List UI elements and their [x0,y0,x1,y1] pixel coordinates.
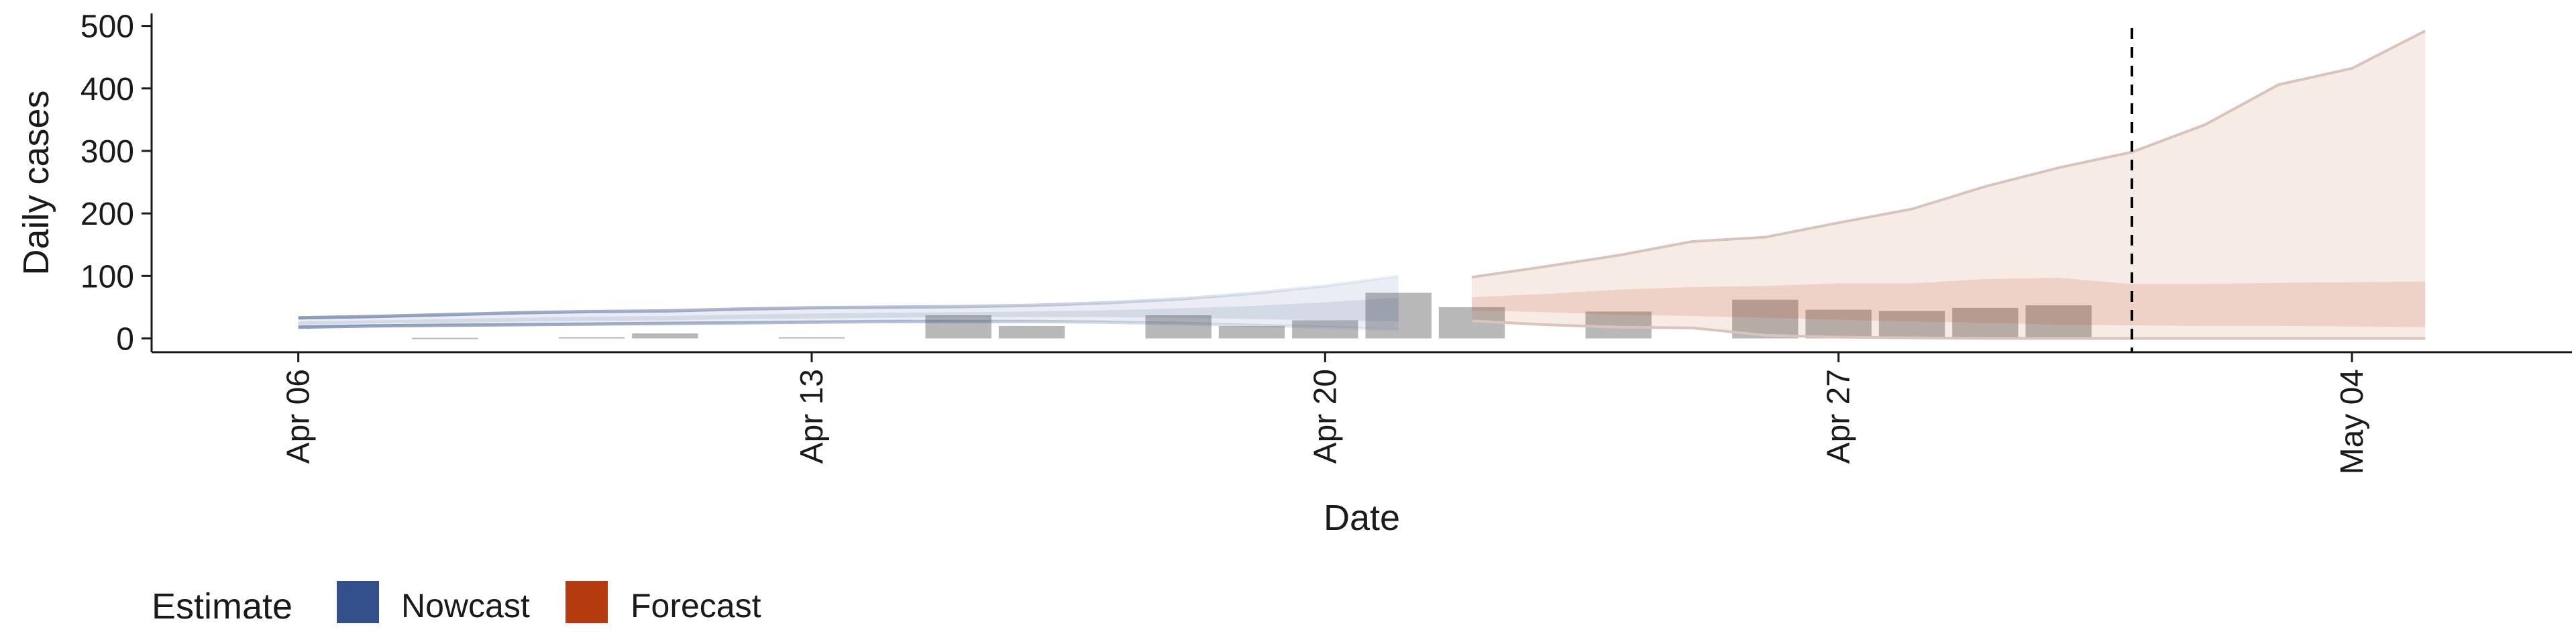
case-bar [778,337,845,339]
y-tick-label: 0 [116,322,134,358]
nowcast-lower-line [298,319,1399,331]
x-tick-label: Apr 27 [1821,369,1857,464]
case-bar [998,325,1065,339]
y-axis-title: Daily cases [16,90,56,275]
case-bar [1585,311,1652,339]
case-bar [1952,307,2019,339]
axes [150,13,2572,354]
case-bar [1878,311,1945,339]
legend: Estimate Nowcast Forecast [152,581,761,627]
x-tick-label: Apr 20 [1307,369,1343,464]
nowcast-inner-band [298,297,1399,325]
legend-label-nowcast: Nowcast [401,587,530,625]
x-axis-ticks: Apr 06 Apr 13 Apr 20 Apr 27 May 04 [281,352,2370,474]
case-bar [1145,315,1212,339]
case-bar [925,315,991,339]
forecast-lower-line [1471,319,2426,340]
forecast-inner-band [1472,278,2426,327]
nowcast-outer-band [298,276,1399,330]
y-tick-label: 300 [80,134,134,170]
x-tick-label: Apr 06 [281,369,317,464]
plot-area [298,28,2426,352]
y-tick-label: 400 [80,72,134,107]
y-axis-ticks: 0 100 200 300 400 500 [80,9,152,358]
y-tick-label: 100 [80,259,134,294]
case-bar [632,333,698,339]
case-bar [1365,292,1432,339]
legend-label-forecast: Forecast [631,587,761,625]
case-bar [1218,325,1285,339]
forecast-upper-line [1471,30,2426,279]
case-bar [412,337,478,339]
y-tick-label: 500 [80,9,134,45]
case-bar [558,337,625,339]
x-axis-title: Date [1324,498,1400,538]
forecast-outer-band [1472,31,2426,339]
legend-key-forecast [566,581,608,623]
x-tick-label: May 04 [2334,369,2370,474]
case-bar [1805,309,1872,339]
case-bar [2025,305,2092,339]
y-tick-label: 200 [80,197,134,232]
nowcast-upper-line [298,274,1399,320]
legend-title: Estimate [152,586,292,627]
legend-key-nowcast [337,581,379,623]
x-tick-label: Apr 13 [794,369,830,464]
